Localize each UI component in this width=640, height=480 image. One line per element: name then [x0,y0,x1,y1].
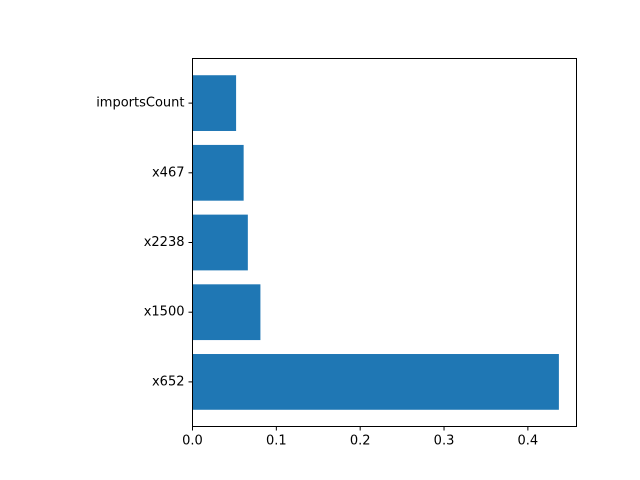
bars-group [192,75,559,410]
x-tick-label: 0.4 [518,434,539,449]
y-tick-label: importsCount [96,96,184,111]
bar-x467 [192,144,244,201]
plot-frame [192,58,577,427]
bar-x2238 [192,214,248,271]
x-ticks: 0.0 0.1 0.2 0.3 0.4 [182,426,539,449]
y-tick-label: x652 [152,374,185,389]
y-tick-labels: x652 x1500 x2238 x467 importsCount [96,96,193,389]
x-tick-label: 0.3 [434,434,455,449]
bar-x1500 [192,284,261,341]
bar-importsCount [192,75,237,131]
x-tick-label: 0.1 [266,434,287,449]
x-tick-label: 0.2 [350,434,371,449]
y-tick-label: x1500 [144,305,185,320]
y-tick-label: x467 [152,165,185,180]
y-tick-label: x2238 [144,235,185,250]
x-tick-label: 0.0 [182,434,203,449]
bar-x652 [192,354,559,410]
